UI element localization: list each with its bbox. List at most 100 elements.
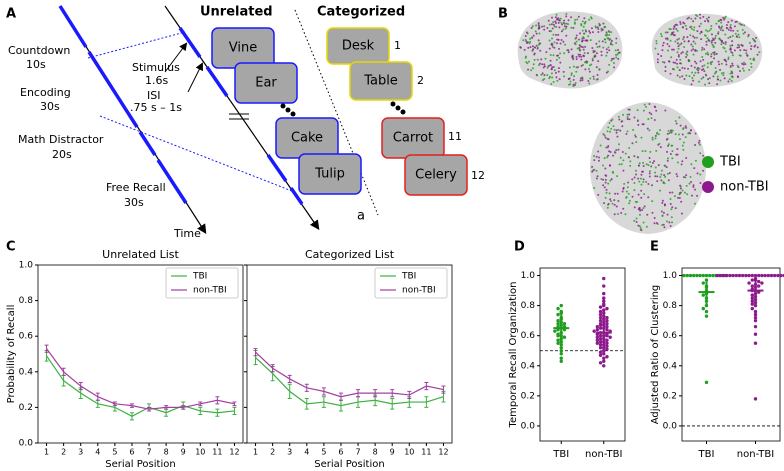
electrode — [687, 67, 690, 70]
legend-label: TBI — [401, 272, 416, 282]
electrode — [678, 193, 681, 196]
electrode — [548, 75, 551, 78]
electrode — [714, 34, 717, 37]
error-bar — [321, 396, 326, 408]
electrode — [569, 80, 572, 83]
electrode — [705, 17, 708, 20]
electrode — [583, 32, 586, 35]
data-point — [559, 352, 563, 356]
electrode — [651, 136, 654, 139]
electrode — [596, 175, 599, 178]
electrode — [692, 53, 695, 56]
electrode — [666, 150, 669, 153]
electrode — [732, 29, 735, 32]
data-point — [598, 353, 603, 357]
electrode — [626, 115, 629, 118]
electrode — [625, 190, 628, 193]
electrode — [605, 48, 608, 51]
electrode — [539, 49, 542, 52]
electrode — [611, 170, 614, 173]
electrode — [705, 43, 708, 46]
electrode — [546, 27, 549, 30]
electrode — [729, 29, 732, 32]
electrode — [607, 182, 610, 185]
y-tick-label: 0.6 — [19, 332, 34, 342]
electrode — [648, 157, 651, 160]
electrode — [678, 138, 681, 141]
data-point — [695, 273, 699, 278]
electrode — [579, 32, 582, 35]
electrode — [682, 38, 685, 41]
electrode — [694, 202, 697, 205]
electrode — [686, 36, 689, 39]
electrode — [696, 30, 699, 33]
electrode — [585, 30, 588, 33]
electrode — [618, 163, 621, 166]
electrode — [730, 79, 733, 82]
electrode — [591, 46, 594, 49]
phase-segment — [156, 159, 188, 204]
electrode — [727, 58, 730, 61]
plot-frame — [246, 264, 453, 444]
isi-duration: .75 s – 1s — [130, 101, 182, 114]
electrode — [595, 169, 598, 172]
electrode — [543, 65, 546, 68]
electrode — [531, 67, 534, 70]
electrode — [673, 25, 676, 28]
electrode — [606, 37, 609, 40]
data-point — [701, 281, 705, 285]
plot-frame — [681, 267, 781, 442]
x-tick-label: 3 — [287, 448, 292, 457]
data-point — [753, 324, 758, 329]
electrode — [729, 44, 732, 47]
error-bar — [321, 387, 326, 396]
electrode — [706, 66, 709, 69]
electrode — [532, 63, 535, 66]
electrode — [666, 157, 669, 160]
electrode — [550, 68, 553, 71]
electrode — [541, 63, 544, 66]
electrode — [662, 211, 665, 214]
x-axis-label: Serial Position — [314, 459, 384, 470]
electrode — [710, 55, 713, 58]
electrode — [661, 44, 664, 47]
electrode — [592, 51, 595, 54]
electrode — [552, 81, 555, 84]
legend-frame — [165, 267, 239, 299]
electrode — [682, 36, 685, 39]
word: Table — [363, 74, 398, 89]
y-tick-label: 0.6 — [663, 331, 678, 341]
electrode — [614, 151, 617, 154]
electrode — [687, 132, 690, 135]
data-point — [701, 293, 705, 297]
data-point — [556, 306, 560, 311]
electrode — [676, 62, 679, 65]
electrode — [604, 167, 607, 170]
electrode — [642, 165, 645, 168]
electrode — [600, 50, 603, 53]
data-point — [704, 314, 709, 318]
electrode — [681, 189, 684, 192]
data-point — [750, 299, 754, 303]
electrode — [543, 25, 546, 28]
electrode — [555, 21, 558, 24]
electrode — [724, 41, 727, 44]
electrode — [606, 70, 609, 73]
error-bar — [61, 367, 66, 376]
error-bar — [232, 401, 237, 407]
electrode — [694, 17, 697, 20]
electrode — [696, 36, 699, 39]
electrode — [564, 43, 567, 46]
electrode — [592, 78, 595, 81]
electrode — [610, 59, 613, 62]
electrode — [564, 27, 567, 30]
electrode — [671, 48, 674, 51]
electrode — [633, 176, 636, 179]
electrode — [615, 131, 618, 134]
electrode — [736, 29, 739, 32]
x-tick-label: 5 — [321, 448, 326, 457]
electrode — [617, 128, 620, 131]
electrode — [667, 144, 670, 147]
electrode — [554, 20, 557, 23]
electrode — [729, 72, 732, 75]
